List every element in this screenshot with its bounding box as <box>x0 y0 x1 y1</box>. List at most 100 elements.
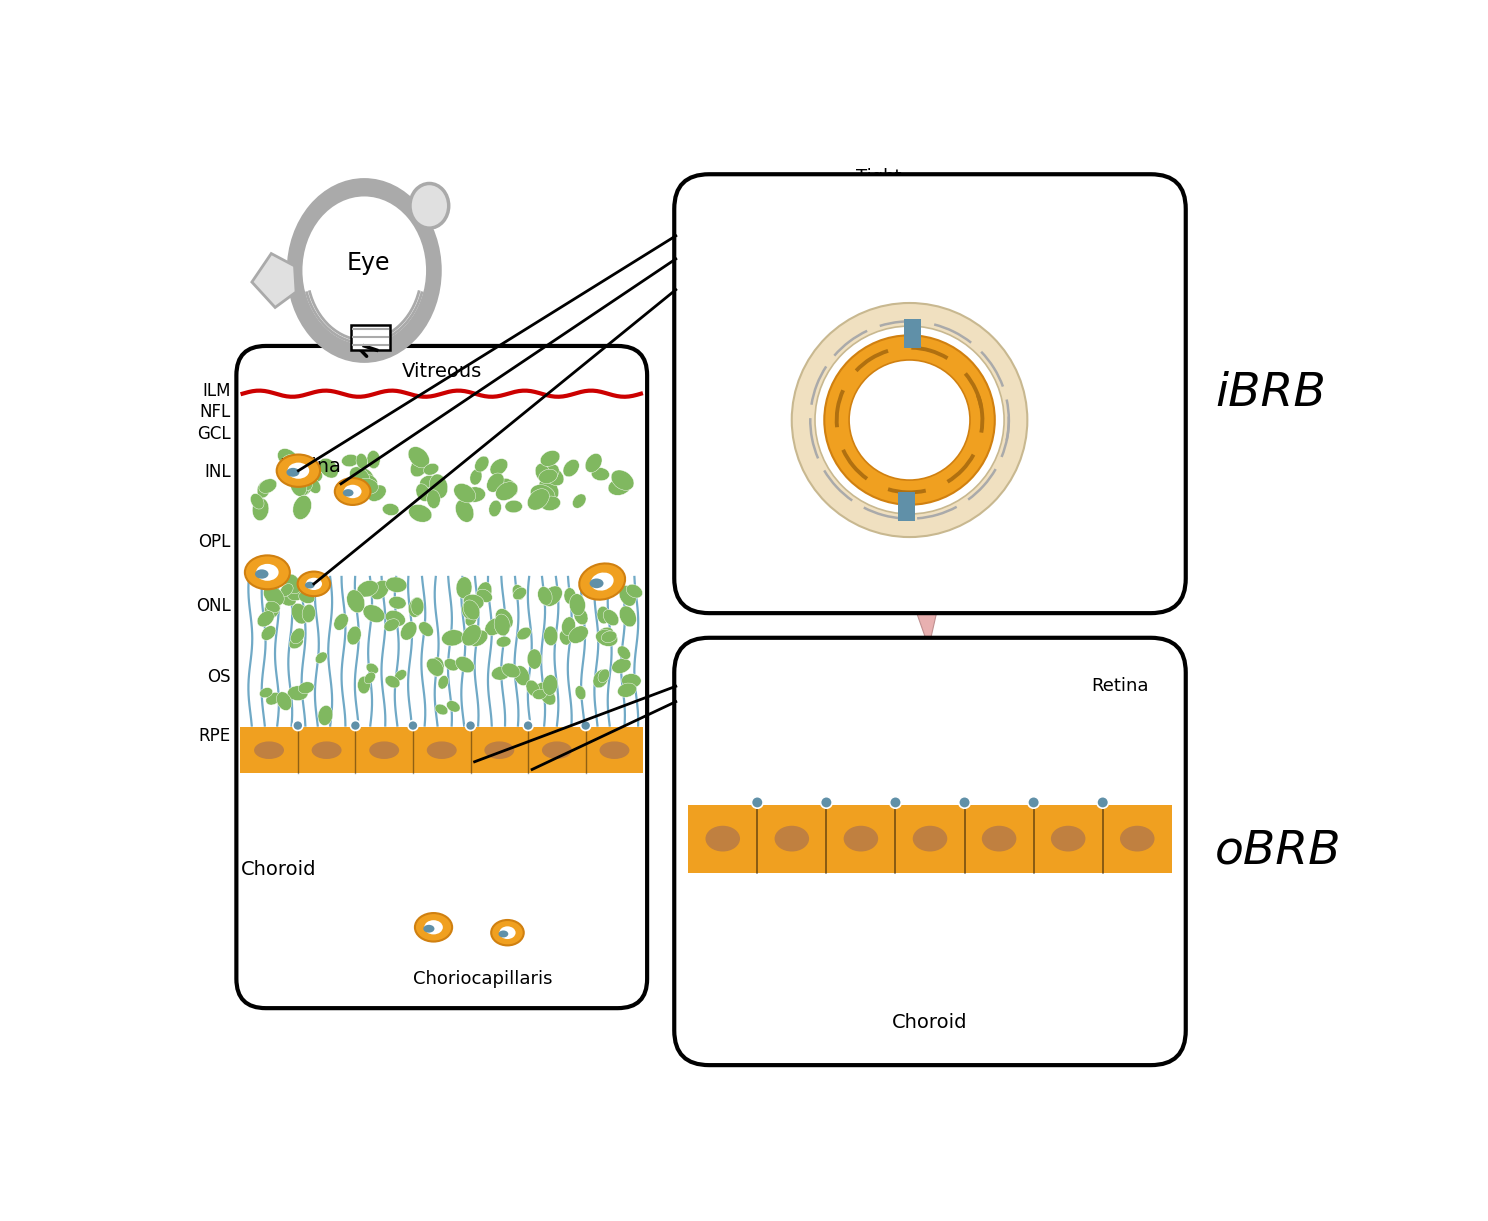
Ellipse shape <box>265 601 280 613</box>
Ellipse shape <box>792 303 1027 537</box>
Ellipse shape <box>559 630 571 645</box>
Ellipse shape <box>301 194 429 347</box>
Ellipse shape <box>562 459 579 477</box>
Ellipse shape <box>844 825 878 851</box>
Ellipse shape <box>815 326 1004 514</box>
Ellipse shape <box>415 484 430 502</box>
Ellipse shape <box>305 581 314 589</box>
Text: GCL: GCL <box>198 425 231 443</box>
Ellipse shape <box>289 636 304 648</box>
Ellipse shape <box>427 658 443 676</box>
Ellipse shape <box>347 590 365 613</box>
Ellipse shape <box>463 600 479 620</box>
Ellipse shape <box>457 576 472 598</box>
Circle shape <box>580 720 591 730</box>
Ellipse shape <box>496 608 513 629</box>
FancyBboxPatch shape <box>905 319 921 348</box>
Ellipse shape <box>437 675 448 689</box>
Ellipse shape <box>318 458 338 479</box>
Circle shape <box>890 796 902 808</box>
Ellipse shape <box>342 454 359 466</box>
Ellipse shape <box>315 652 327 663</box>
Ellipse shape <box>283 474 301 487</box>
Ellipse shape <box>265 598 280 619</box>
Ellipse shape <box>443 658 458 670</box>
Text: Choroid: Choroid <box>893 1013 967 1032</box>
Ellipse shape <box>366 663 378 674</box>
Ellipse shape <box>513 587 527 600</box>
Ellipse shape <box>472 596 484 610</box>
Ellipse shape <box>295 479 310 496</box>
Ellipse shape <box>469 630 488 646</box>
Ellipse shape <box>287 686 308 701</box>
Ellipse shape <box>333 613 348 630</box>
Ellipse shape <box>500 927 516 939</box>
Ellipse shape <box>591 468 610 481</box>
Ellipse shape <box>494 614 510 636</box>
Ellipse shape <box>543 675 558 695</box>
Ellipse shape <box>476 582 493 602</box>
Ellipse shape <box>592 669 609 687</box>
Ellipse shape <box>427 490 440 508</box>
Ellipse shape <box>286 468 299 476</box>
Ellipse shape <box>287 585 308 601</box>
Ellipse shape <box>369 741 399 759</box>
Ellipse shape <box>612 470 634 491</box>
Ellipse shape <box>912 825 948 851</box>
Text: ONL: ONL <box>196 597 231 615</box>
Ellipse shape <box>266 692 281 705</box>
Ellipse shape <box>292 603 308 624</box>
Ellipse shape <box>342 490 354 497</box>
Ellipse shape <box>705 825 740 851</box>
Ellipse shape <box>344 485 362 498</box>
Ellipse shape <box>568 626 588 643</box>
Circle shape <box>408 720 418 730</box>
Ellipse shape <box>411 597 424 615</box>
Ellipse shape <box>411 457 429 477</box>
Ellipse shape <box>491 667 510 680</box>
Ellipse shape <box>579 563 625 600</box>
Ellipse shape <box>299 591 315 603</box>
Ellipse shape <box>536 464 551 482</box>
Ellipse shape <box>626 585 643 598</box>
Ellipse shape <box>290 628 305 643</box>
Ellipse shape <box>618 683 637 697</box>
Ellipse shape <box>292 481 311 496</box>
Ellipse shape <box>485 618 504 635</box>
Ellipse shape <box>365 672 375 684</box>
Ellipse shape <box>284 455 302 468</box>
Ellipse shape <box>619 585 637 606</box>
Ellipse shape <box>430 474 448 498</box>
Ellipse shape <box>287 463 310 479</box>
Ellipse shape <box>254 741 284 759</box>
Ellipse shape <box>543 626 558 646</box>
Text: Vitreous: Vitreous <box>402 361 482 381</box>
Ellipse shape <box>299 475 312 491</box>
Ellipse shape <box>430 657 443 676</box>
Ellipse shape <box>542 464 559 482</box>
Ellipse shape <box>1051 825 1085 851</box>
Ellipse shape <box>299 466 323 484</box>
Ellipse shape <box>362 475 378 488</box>
Polygon shape <box>914 287 1135 459</box>
Ellipse shape <box>539 469 558 484</box>
Circle shape <box>751 796 763 808</box>
Ellipse shape <box>259 687 272 697</box>
Ellipse shape <box>491 919 524 945</box>
Circle shape <box>1097 796 1109 808</box>
Ellipse shape <box>263 586 284 606</box>
Ellipse shape <box>284 574 301 593</box>
Ellipse shape <box>382 503 399 515</box>
Ellipse shape <box>415 913 452 941</box>
Ellipse shape <box>476 590 493 602</box>
Ellipse shape <box>540 689 557 705</box>
Ellipse shape <box>281 595 296 606</box>
Ellipse shape <box>368 485 387 502</box>
Circle shape <box>293 720 304 730</box>
Text: Retina: Retina <box>1091 676 1149 695</box>
Ellipse shape <box>418 621 433 636</box>
Text: OS: OS <box>207 668 231 686</box>
Text: oBRB: oBRB <box>1216 829 1342 874</box>
Ellipse shape <box>982 825 1016 851</box>
Text: Pericyte: Pericyte <box>686 276 820 409</box>
